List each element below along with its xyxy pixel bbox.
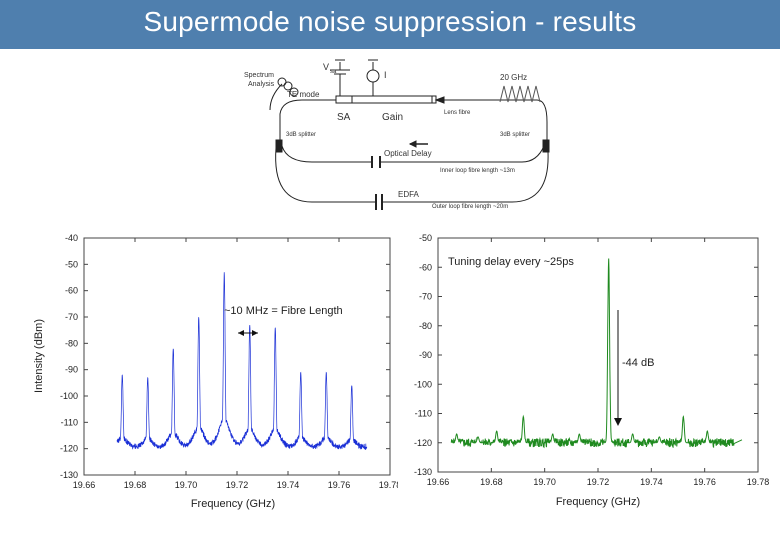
x-tick-label: 19.66 xyxy=(427,477,450,487)
optical-delay-label: Optical Delay xyxy=(384,149,432,158)
x-axis-label: Frequency (GHz) xyxy=(556,496,640,508)
x-tick-label: 19.76 xyxy=(693,477,716,487)
plot-frame xyxy=(83,237,391,476)
chip-waveguide xyxy=(335,95,437,104)
y-tick-label: -120 xyxy=(414,438,432,448)
y-tick-label: -130 xyxy=(414,467,432,477)
setup-diagram: Spectrum Analysis TE mode V sa I SA Gain… xyxy=(244,59,550,210)
inner-loop-label: Inner loop fibre length ~13m xyxy=(440,168,515,174)
x-tick-label: 19.76 xyxy=(328,480,351,490)
y-tick-label: -120 xyxy=(60,444,78,454)
y-tick-label: -90 xyxy=(419,350,432,360)
x-tick-label: 19.70 xyxy=(175,480,198,490)
annotation-group: ~10 MHz = Fibre Length xyxy=(224,305,343,336)
y-tick-label: -110 xyxy=(61,417,78,427)
plot-frame xyxy=(437,237,759,473)
y-tick-label: -80 xyxy=(419,321,432,331)
x-ticks: 19.66 19.68 19.70 19.72 19.74 19.76 19.78 xyxy=(73,238,398,490)
y-tick-label: -80 xyxy=(65,338,78,348)
outer-loop-label: Outer loop fibre length ~20m xyxy=(432,204,508,210)
spectrum-label-line2: Analysis xyxy=(248,81,275,88)
annotation-text: ~10 MHz = Fibre Length xyxy=(224,305,343,317)
series-trace xyxy=(450,258,743,449)
x-tick-label: 19.68 xyxy=(480,477,503,487)
x-axis-label: Frequency (GHz) xyxy=(191,498,275,510)
gain-label: Gain xyxy=(382,112,403,123)
vsa-sub-label: sa xyxy=(330,69,337,75)
y-axis-label: Intensity (dBm) xyxy=(33,319,45,393)
freq-20ghz-label: 20 GHz xyxy=(500,73,527,82)
y-tick-label: -110 xyxy=(415,409,432,419)
current-source-icon xyxy=(366,69,380,83)
vsa-label: V xyxy=(323,62,329,72)
x-ticks: 19.66 19.68 19.70 19.72 19.74 19.76 19.78 xyxy=(427,238,770,487)
series-trace xyxy=(116,272,368,450)
y-tick-label: -60 xyxy=(65,286,78,296)
y-tick-label: -60 xyxy=(419,262,432,272)
annotation-text: Tuning delay every ~25ps xyxy=(448,256,574,268)
right-spectrum-chart: -50-60-70-80-90-100-110-120-130 19.66 19.… xyxy=(414,233,770,508)
y-tick-label: -130 xyxy=(60,470,78,480)
x-tick-label: 19.72 xyxy=(587,477,610,487)
x-tick-label: 19.68 xyxy=(124,480,147,490)
y-tick-label: -70 xyxy=(419,292,432,302)
sa-label: SA xyxy=(337,112,351,123)
y-tick-label: -70 xyxy=(65,312,78,322)
left-spectrum-chart: -40 -50 -60 -70 -80 -90 -100 -110 -120 -130 19.66… xyxy=(33,233,398,510)
splitter-right-label: 3dB splitter xyxy=(500,132,530,138)
y-tick-label: -90 xyxy=(65,365,78,375)
edfa-label: EDFA xyxy=(398,190,420,199)
current-label: I xyxy=(384,70,387,80)
y-tick-label: -40 xyxy=(65,233,78,243)
lens-fibre-label: Lens fibre xyxy=(444,110,471,116)
x-tick-label: 19.74 xyxy=(277,480,300,490)
annotation-arrow xyxy=(614,310,622,426)
y-tick-label: -50 xyxy=(419,233,432,243)
splitter-left-label: 3dB splitter xyxy=(286,132,316,138)
spectrum-label-line1: Spectrum xyxy=(244,72,274,79)
title-bar: Supermode noise suppression - results xyxy=(0,0,780,49)
y-tick-label: -100 xyxy=(60,391,78,401)
x-tick-label: 19.74 xyxy=(640,477,663,487)
x-tick-label: 19.72 xyxy=(226,480,249,490)
y-ticks: -40 -50 -60 -70 -80 -90 -100 -110 -120 -130 xyxy=(60,233,390,480)
x-tick-label: 19.78 xyxy=(747,477,770,487)
te-mode-label: TE mode xyxy=(287,90,320,99)
y-tick-label: -50 xyxy=(65,259,78,269)
x-tick-label: 19.66 xyxy=(73,480,96,490)
annotation-dB: -44 dB xyxy=(622,357,654,369)
x-tick-label: 19.78 xyxy=(379,480,398,490)
x-tick-label: 19.70 xyxy=(533,477,556,487)
y-ticks: -50 -60 -70 -80 -90 -100 -110 -120 -130 xyxy=(414,233,758,477)
slide-title: Supermode noise suppression - results xyxy=(143,6,637,37)
y-tick-label: -100 xyxy=(414,379,432,389)
